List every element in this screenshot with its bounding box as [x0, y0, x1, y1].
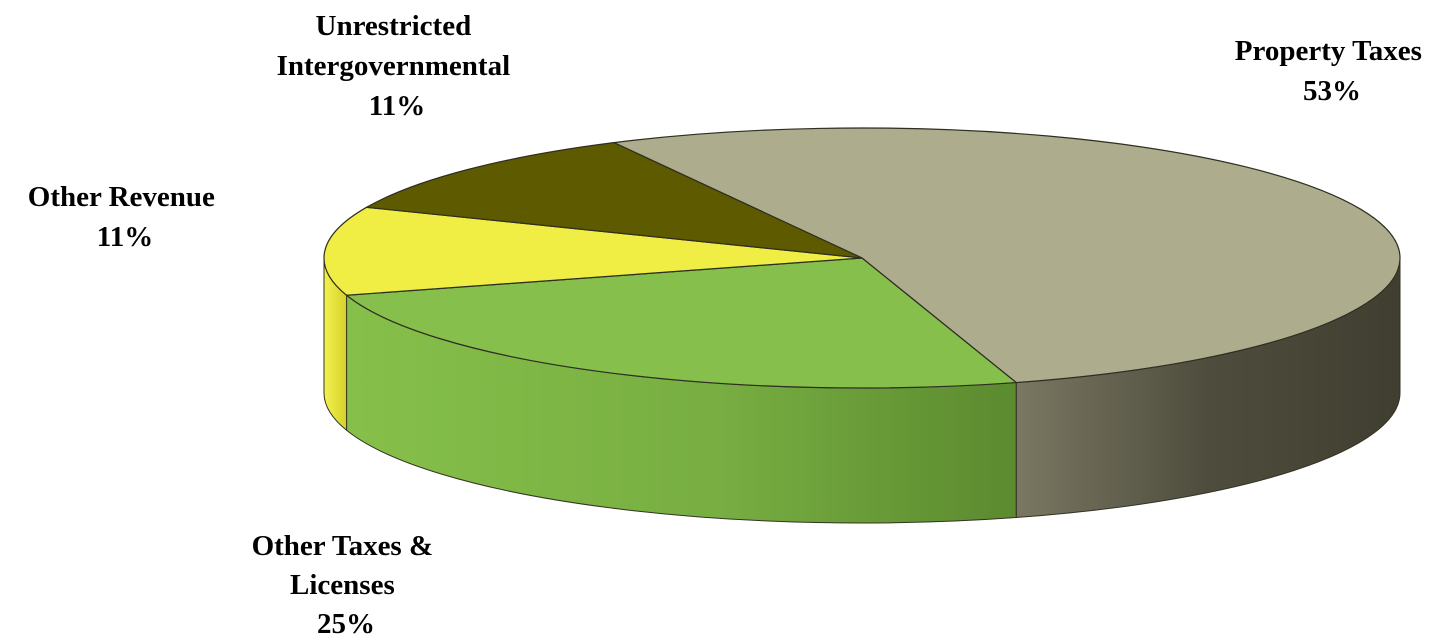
pie-side-walls [323, 257, 1401, 524]
pie-slice-property-taxes [611, 127, 1401, 384]
label-other-taxes-pct: 25% [317, 608, 375, 639]
label-property-taxes-pct: 53% [1303, 75, 1361, 107]
label-property-taxes-name: Property Taxes [1235, 35, 1422, 67]
label-unrestricted-line1: Unrestricted [316, 10, 472, 42]
label-unrestricted-intergovernmental: Unrestricted Intergovernmental 11% [277, 10, 518, 122]
label-other-taxes-line2: Licenses [290, 569, 395, 601]
label-other-revenue: Other Revenue 11% [28, 181, 222, 253]
label-other-revenue-pct: 11% [97, 221, 153, 253]
label-other-revenue-name: Other Revenue [28, 181, 215, 213]
pie-slice-other-revenue [323, 206, 863, 296]
label-other-taxes-licenses: Other Taxes & Licenses 25% [252, 530, 441, 639]
pie-top-faces [323, 127, 1401, 389]
label-unrestricted-pct: 11% [369, 90, 425, 122]
pie-slice-other-taxes-licenses [345, 257, 1018, 389]
pie-slice-unrestricted-intergovernmental [364, 142, 863, 259]
label-unrestricted-line2: Intergovernmental [277, 50, 511, 82]
label-other-taxes-line1: Other Taxes & [252, 530, 434, 562]
label-property-taxes: Property Taxes 53% [1235, 35, 1429, 107]
